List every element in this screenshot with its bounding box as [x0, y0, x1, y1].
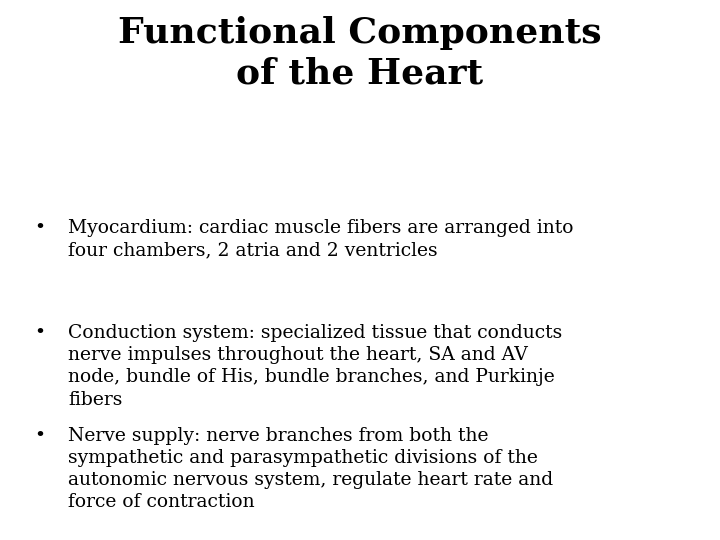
- Text: Myocardium: cardiac muscle fibers are arranged into
four chambers, 2 atria and 2: Myocardium: cardiac muscle fibers are ar…: [68, 219, 574, 259]
- Text: Conduction system: specialized tissue that conducts
nerve impulses throughout th: Conduction system: specialized tissue th…: [68, 324, 562, 409]
- Text: •: •: [34, 219, 45, 237]
- Text: Functional Components
of the Heart: Functional Components of the Heart: [118, 16, 602, 91]
- Text: Nerve supply: nerve branches from both the
sympathetic and parasympathetic divis: Nerve supply: nerve branches from both t…: [68, 427, 554, 511]
- Text: •: •: [34, 324, 45, 342]
- Text: •: •: [34, 427, 45, 444]
